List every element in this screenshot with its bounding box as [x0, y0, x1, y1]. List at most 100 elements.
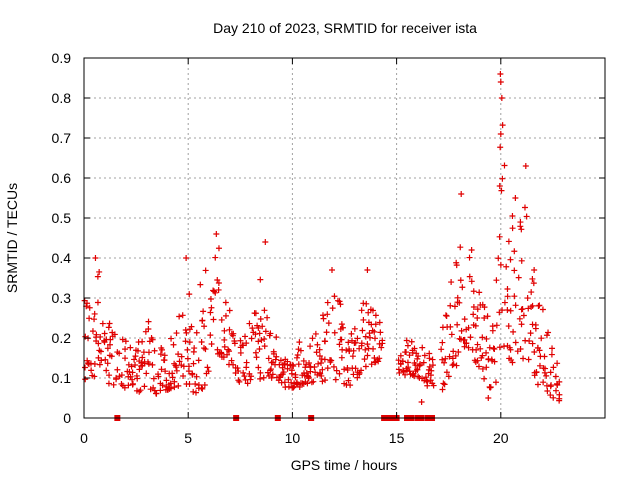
data-point	[402, 371, 409, 378]
data-point	[365, 309, 372, 316]
data-point	[491, 346, 498, 353]
data-point	[406, 352, 413, 359]
data-point	[358, 367, 365, 374]
data-point	[350, 347, 357, 354]
data-point	[200, 308, 207, 315]
axis-ticks: 0 0.1 0.2 0.3 0.4 0.5 0.6 0.7 0.8 0.9 0 5 10 15 20	[52, 50, 605, 446]
data-point	[503, 263, 510, 270]
data-point	[465, 324, 472, 331]
data-point	[205, 368, 212, 375]
data-point	[173, 364, 180, 371]
data-point	[222, 312, 229, 319]
data-point	[505, 238, 512, 245]
data-point	[133, 372, 140, 379]
data-point	[208, 340, 215, 347]
data-point	[472, 322, 479, 329]
data-point	[448, 331, 455, 338]
data-point	[429, 356, 436, 363]
data-point	[467, 334, 474, 341]
data-point	[411, 345, 418, 352]
data-point	[543, 372, 550, 379]
data-point	[520, 355, 527, 362]
data-point	[240, 369, 247, 376]
data-point	[234, 365, 241, 372]
data-point	[186, 381, 193, 388]
data-point	[184, 346, 191, 353]
data-point	[454, 321, 461, 328]
data-point	[364, 352, 371, 359]
data-point	[237, 337, 244, 344]
data-point	[202, 267, 209, 274]
data-point	[556, 378, 563, 385]
data-point	[550, 394, 557, 401]
data-point	[337, 301, 344, 308]
data-point	[198, 384, 205, 391]
data-point	[501, 299, 508, 306]
data-point	[461, 316, 468, 323]
data-point	[91, 316, 98, 323]
data-point	[101, 330, 108, 337]
data-point	[269, 371, 276, 378]
data-point	[195, 357, 202, 364]
data-point	[507, 256, 514, 263]
data-point	[372, 312, 379, 319]
data-point	[399, 358, 406, 365]
data-point	[303, 369, 310, 376]
data-point	[285, 383, 292, 390]
data-point	[507, 307, 514, 314]
data-point	[296, 384, 303, 391]
data-point	[520, 312, 527, 319]
data-point	[443, 312, 450, 319]
data-point	[362, 363, 369, 370]
data-point	[497, 79, 504, 85]
data-point	[529, 340, 536, 347]
data-point	[253, 354, 260, 361]
data-point	[201, 323, 208, 330]
data-point	[450, 348, 457, 355]
data-point	[479, 334, 486, 341]
data-point	[296, 339, 303, 346]
data-point	[470, 304, 477, 311]
data-point	[212, 289, 219, 296]
data-point	[501, 162, 508, 169]
data-point	[188, 323, 195, 330]
data-point	[358, 307, 365, 314]
data-point	[285, 376, 292, 383]
data-point	[440, 380, 447, 387]
data-point	[498, 95, 505, 101]
data-point	[230, 361, 237, 368]
data-point	[104, 345, 111, 352]
data-point	[368, 361, 375, 368]
data-point	[307, 343, 314, 350]
data-point	[479, 352, 486, 359]
data-point	[113, 376, 120, 383]
data-point	[257, 369, 264, 376]
data-point	[224, 351, 231, 358]
data-point	[122, 338, 129, 345]
data-point	[175, 382, 182, 389]
data-point	[533, 369, 540, 376]
data-point	[338, 336, 345, 343]
data-point	[515, 274, 522, 281]
data-point	[556, 397, 563, 404]
data-point	[141, 383, 148, 390]
data-point	[344, 367, 351, 374]
data-point	[341, 366, 348, 373]
data-point	[175, 351, 182, 358]
data-point	[114, 366, 121, 373]
data-point	[189, 370, 196, 377]
data-point	[548, 382, 555, 389]
data-point	[242, 333, 249, 340]
data-point	[379, 340, 386, 347]
data-point	[518, 257, 525, 264]
data-point	[338, 354, 345, 361]
data-point	[470, 288, 477, 295]
data-point	[221, 343, 228, 350]
data-point	[86, 315, 93, 322]
data-point	[243, 359, 250, 366]
data-point	[547, 392, 554, 399]
data-point	[118, 372, 125, 379]
data-point	[193, 373, 200, 380]
data-point	[519, 305, 526, 312]
